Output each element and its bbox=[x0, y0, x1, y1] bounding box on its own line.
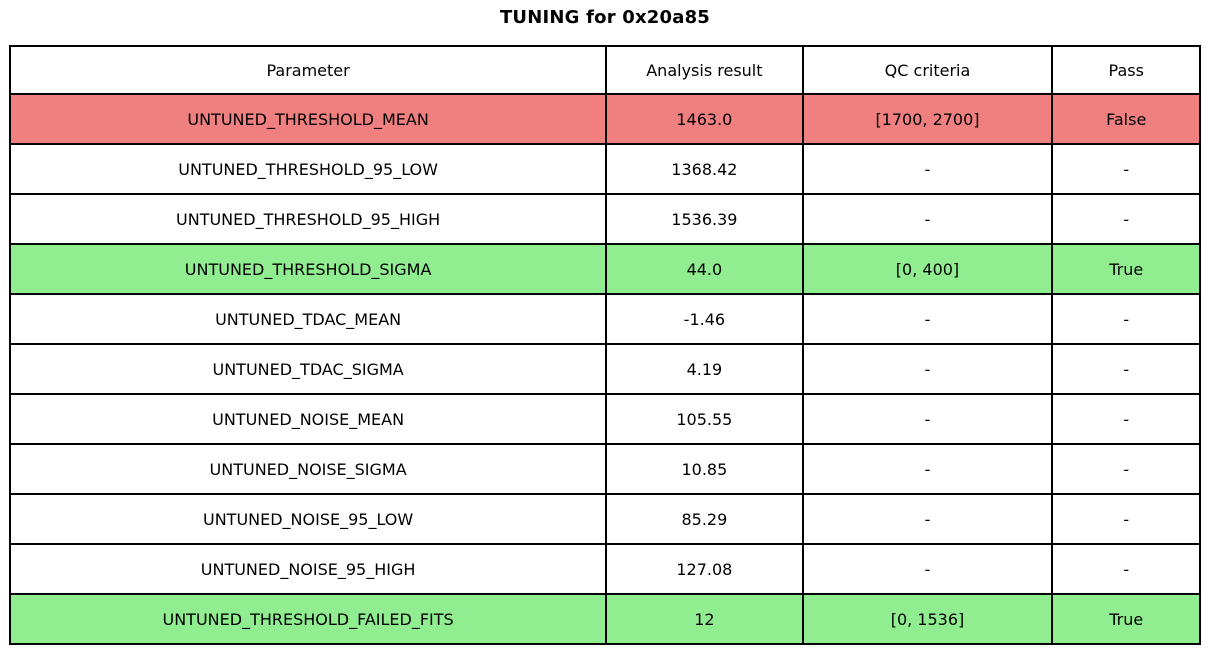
parameter-cell: UNTUNED_TDAC_MEAN bbox=[8, 293, 608, 345]
result-cell: 1536.39 bbox=[605, 193, 804, 245]
criteria-cell: - bbox=[801, 493, 1054, 545]
column-header-analysis-result: Analysis result bbox=[605, 45, 804, 95]
pass-cell: - bbox=[1051, 343, 1201, 395]
criteria-cell: - bbox=[801, 343, 1054, 395]
table-row: UNTUNED_THRESHOLD_MEAN 1463.0 [1700, 270… bbox=[8, 93, 1201, 145]
parameter-cell: UNTUNED_NOISE_95_LOW bbox=[8, 493, 608, 545]
pass-cell: - bbox=[1051, 393, 1201, 445]
parameter-cell: UNTUNED_NOISE_MEAN bbox=[8, 393, 608, 445]
criteria-cell: [0, 1536] bbox=[801, 593, 1054, 645]
result-cell: 4.19 bbox=[605, 343, 804, 395]
criteria-cell: - bbox=[801, 193, 1054, 245]
pass-cell: - bbox=[1051, 293, 1201, 345]
column-header-qc-criteria: QC criteria bbox=[801, 45, 1054, 95]
table-row: UNTUNED_THRESHOLD_FAILED_FITS 12 [0, 153… bbox=[8, 593, 1201, 645]
pass-cell: - bbox=[1051, 493, 1201, 545]
pass-cell: - bbox=[1051, 143, 1201, 195]
pass-cell: - bbox=[1051, 443, 1201, 495]
table-row: UNTUNED_TDAC_MEAN -1.46 - - bbox=[8, 293, 1201, 345]
qc-results-table: Parameter Analysis result QC criteria Pa… bbox=[8, 45, 1201, 645]
table-row: UNTUNED_NOISE_MEAN 105.55 - - bbox=[8, 393, 1201, 445]
criteria-cell: [1700, 2700] bbox=[801, 93, 1054, 145]
table-row: UNTUNED_TDAC_SIGMA 4.19 - - bbox=[8, 343, 1201, 395]
pass-cell: True bbox=[1051, 593, 1201, 645]
result-cell: 12 bbox=[605, 593, 804, 645]
parameter-cell: UNTUNED_THRESHOLD_SIGMA bbox=[8, 243, 608, 295]
result-cell: 127.08 bbox=[605, 543, 804, 595]
criteria-cell: - bbox=[801, 143, 1054, 195]
parameter-cell: UNTUNED_NOISE_SIGMA bbox=[8, 443, 608, 495]
chart-title: TUNING for 0x20a85 bbox=[499, 7, 711, 28]
table-row: UNTUNED_THRESHOLD_SIGMA 44.0 [0, 400] Tr… bbox=[8, 243, 1201, 295]
table-row: UNTUNED_THRESHOLD_95_HIGH 1536.39 - - bbox=[8, 193, 1201, 245]
parameter-cell: UNTUNED_THRESHOLD_FAILED_FITS bbox=[8, 593, 608, 645]
criteria-cell: [0, 400] bbox=[801, 243, 1054, 295]
criteria-cell: - bbox=[801, 543, 1054, 595]
result-cell: 1463.0 bbox=[605, 93, 804, 145]
column-header-parameter: Parameter bbox=[8, 45, 608, 95]
table-row: UNTUNED_NOISE_SIGMA 10.85 - - bbox=[8, 443, 1201, 495]
table-row: UNTUNED_NOISE_95_HIGH 127.08 - - bbox=[8, 543, 1201, 595]
table-row: UNTUNED_THRESHOLD_95_LOW 1368.42 - - bbox=[8, 143, 1201, 195]
pass-cell: False bbox=[1051, 93, 1201, 145]
table-row: UNTUNED_NOISE_95_LOW 85.29 - - bbox=[8, 493, 1201, 545]
result-cell: 105.55 bbox=[605, 393, 804, 445]
result-cell: 10.85 bbox=[605, 443, 804, 495]
header-row: Parameter Analysis result QC criteria Pa… bbox=[8, 45, 1201, 95]
result-cell: -1.46 bbox=[605, 293, 804, 345]
pass-cell: - bbox=[1051, 193, 1201, 245]
parameter-cell: UNTUNED_THRESHOLD_95_HIGH bbox=[8, 193, 608, 245]
parameter-cell: UNTUNED_THRESHOLD_MEAN bbox=[8, 93, 608, 145]
criteria-cell: - bbox=[801, 443, 1054, 495]
column-header-pass: Pass bbox=[1051, 45, 1201, 95]
criteria-cell: - bbox=[801, 393, 1054, 445]
parameter-cell: UNTUNED_TDAC_SIGMA bbox=[8, 343, 608, 395]
pass-cell: - bbox=[1051, 543, 1201, 595]
result-cell: 44.0 bbox=[605, 243, 804, 295]
criteria-cell: - bbox=[801, 293, 1054, 345]
parameter-cell: UNTUNED_THRESHOLD_95_LOW bbox=[8, 143, 608, 195]
parameter-cell: UNTUNED_NOISE_95_HIGH bbox=[8, 543, 608, 595]
result-cell: 85.29 bbox=[605, 493, 804, 545]
result-cell: 1368.42 bbox=[605, 143, 804, 195]
pass-cell: True bbox=[1051, 243, 1201, 295]
